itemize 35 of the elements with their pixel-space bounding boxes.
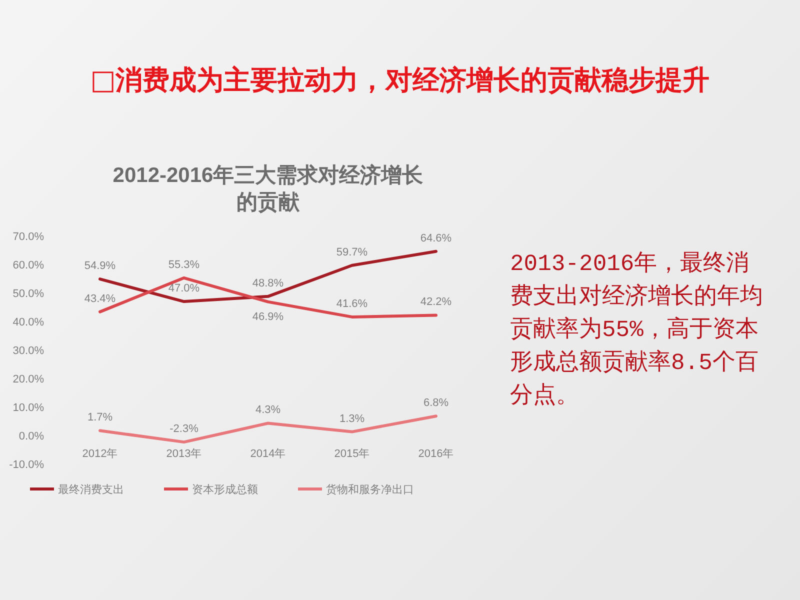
x-tick-label: 2016年 bbox=[418, 448, 454, 460]
y-tick-label: -10.0% bbox=[9, 459, 44, 471]
text: □消费成为主要拉动力，对经济增长的贡献稳步提升 bbox=[89, 64, 711, 98]
data-label: 46.9% bbox=[252, 310, 284, 323]
legend-label: 货物和服务净出口 bbox=[326, 483, 414, 496]
data-label: -2.3% bbox=[170, 423, 199, 436]
data-label: 4.3% bbox=[255, 404, 281, 416]
x-tick-label: 2012年 bbox=[82, 448, 118, 460]
legend-label: 最终消费支出 bbox=[58, 483, 124, 496]
data-label: 43.4% bbox=[84, 292, 116, 305]
x-tick-label: 2015年 bbox=[334, 448, 370, 460]
data-label: 42.2% bbox=[420, 296, 452, 308]
data-label: 55.3% bbox=[168, 258, 200, 271]
data-label: 48.8% bbox=[252, 277, 284, 290]
y-tick-label: 10.0% bbox=[12, 402, 44, 414]
y-tick-label: 20.0% bbox=[12, 374, 44, 386]
y-tick-label: 70.0% bbox=[12, 231, 44, 243]
data-label: 1.3% bbox=[339, 412, 365, 425]
y-tick-label: 50.0% bbox=[12, 288, 44, 300]
data-label: 6.8% bbox=[423, 397, 449, 410]
x-tick-label: 2014年 bbox=[250, 448, 286, 460]
x-tick-label: 2013年 bbox=[166, 448, 202, 460]
y-tick-label: 60.0% bbox=[12, 260, 44, 272]
chart-title: 2012-2016年三大需求对经济增长的贡献 bbox=[112, 163, 424, 214]
data-label: 1.7% bbox=[87, 412, 113, 424]
legend-label: 资本形成总额 bbox=[192, 483, 258, 496]
y-tick-label: 40.0% bbox=[12, 316, 44, 328]
text: 2013-2016年，最终消费支出对经济增长的年均贡献率为55%，高于资本形成总额贡献率8.5个百分点。 bbox=[510, 250, 764, 411]
y-tick-label: 30.0% bbox=[12, 345, 44, 357]
data-label: 59.7% bbox=[336, 246, 368, 258]
data-label: 41.6% bbox=[336, 298, 368, 310]
y-tick-label: 0.0% bbox=[18, 430, 44, 442]
data-label: 47.0% bbox=[168, 282, 200, 295]
data-label: 54.9% bbox=[84, 260, 116, 272]
data-label: 64.6% bbox=[420, 232, 452, 244]
